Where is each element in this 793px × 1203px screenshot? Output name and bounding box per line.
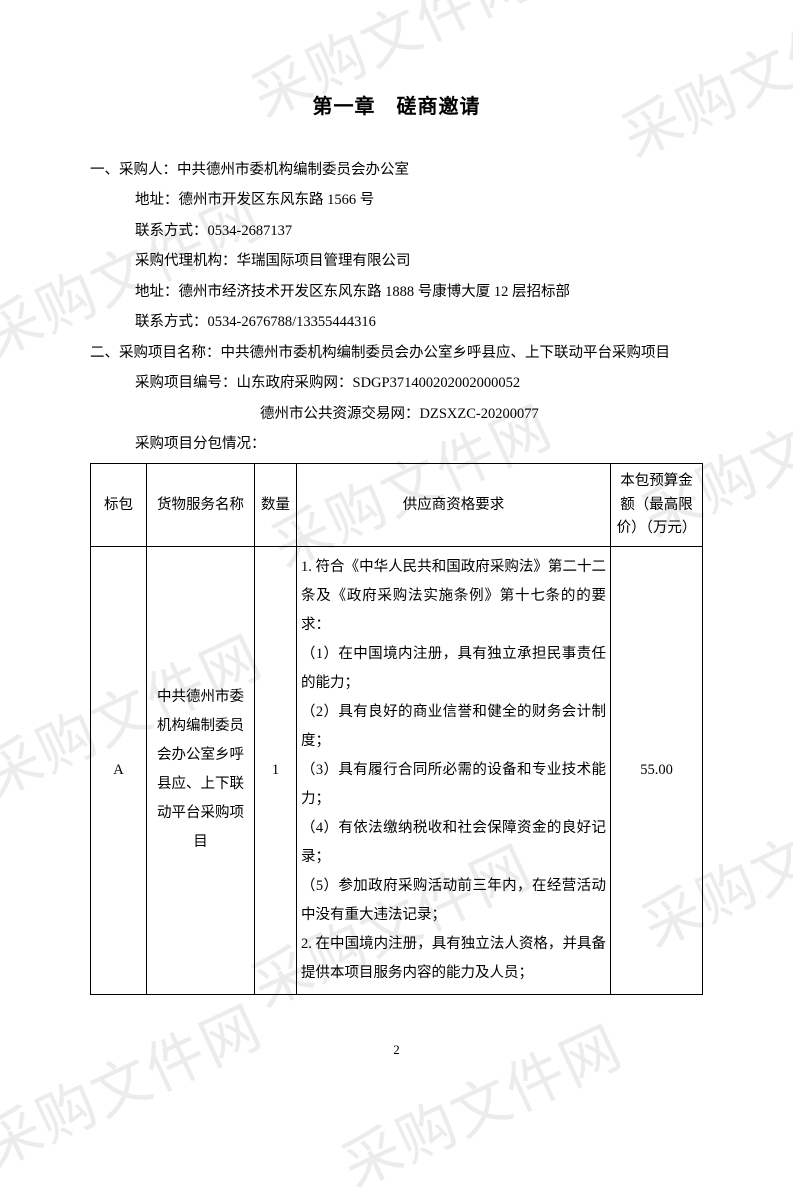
project-name: 中共德州市委机构编制委员会办公室乡呼县应、上下联动平台采购项目 bbox=[221, 345, 671, 361]
th-name: 货物服务名称 bbox=[147, 464, 255, 547]
agent-contact: 0534-2676788/13355444316 bbox=[208, 314, 376, 330]
project-code2-net: 德州市公共资源交易网： bbox=[260, 406, 420, 422]
req-line: （1）在中国境内注册，具有独立承担民事责任的能力； bbox=[301, 640, 606, 698]
agent-addr-line: 地址：德州市经济技术开发区东风东路 1888 号康博大厦 12 层招标部 bbox=[90, 277, 703, 307]
td-qty: 1 bbox=[255, 546, 297, 994]
td-budget: 55.00 bbox=[611, 546, 703, 994]
page-number: 2 bbox=[0, 1042, 793, 1058]
th-biao: 标包 bbox=[91, 464, 147, 547]
agent-contact-label: 联系方式： bbox=[135, 314, 208, 330]
buyer-contact: 0534-2687137 bbox=[208, 223, 293, 239]
project-code2-line: 德州市公共资源交易网：DZSXZC-20200077 bbox=[90, 399, 703, 429]
project-code-value: SDGP371400202002000052 bbox=[353, 375, 521, 391]
th-budget: 本包预算金额（最高限价）（万元） bbox=[611, 464, 703, 547]
buyer-addr: 德州市开发区东风东路 1566 号 bbox=[179, 192, 375, 208]
th-req: 供应商资格要求 bbox=[297, 464, 611, 547]
agent-label: 采购代理机构： bbox=[135, 253, 237, 269]
packages-table: 标包 货物服务名称 数量 供应商资格要求 本包预算金额（最高限价）（万元） A … bbox=[90, 463, 703, 995]
agent-addr-label: 地址： bbox=[135, 284, 179, 300]
agent-name: 华瑞国际项目管理有限公司 bbox=[237, 253, 411, 269]
req-line: 2. 在中国境内注册，具有独立法人资格，并具备提供本项目服务内容的能力及人员； bbox=[301, 930, 606, 988]
agent-contact-line: 联系方式：0534-2676788/13355444316 bbox=[90, 307, 703, 337]
td-biao: A bbox=[91, 546, 147, 994]
buyer-addr-line: 地址：德州市开发区东风东路 1566 号 bbox=[90, 185, 703, 215]
req-line: （5）参加政府采购活动前三年内，在经营活动中没有重大违法记录； bbox=[301, 872, 606, 930]
th-qty: 数量 bbox=[255, 464, 297, 547]
project-code-line: 采购项目编号：山东政府采购网：SDGP371400202002000052 bbox=[90, 368, 703, 398]
packages-label: 采购项目分包情况： bbox=[90, 429, 703, 459]
agent-addr: 德州市经济技术开发区东风东路 1888 号康博大厦 12 层招标部 bbox=[179, 284, 571, 300]
req-line: （3）具有履行合同所必需的设备和专业技术能力； bbox=[301, 756, 606, 814]
buyer-contact-line: 联系方式：0534-2687137 bbox=[90, 216, 703, 246]
addr-label: 地址： bbox=[135, 192, 179, 208]
td-req: 1. 符合《中华人民共和国政府采购法》第二十二条及《政府采购法实施条例》第十七条… bbox=[297, 546, 611, 994]
agent-line: 采购代理机构：华瑞国际项目管理有限公司 bbox=[90, 246, 703, 276]
buyer-name: 中共德州市委机构编制委员会办公室 bbox=[177, 162, 409, 178]
chapter-title: 第一章 磋商邀请 bbox=[90, 90, 703, 119]
req-line: （4）有依法缴纳税收和社会保障资金的良好记录； bbox=[301, 814, 606, 872]
contact-label: 联系方式： bbox=[135, 223, 208, 239]
td-name: 中共德州市委机构编制委员会办公室乡呼县应、上下联动平台采购项目 bbox=[147, 546, 255, 994]
project-code-label: 采购项目编号： bbox=[135, 375, 237, 391]
project-code2-value: DZSXZC-20200077 bbox=[420, 406, 539, 422]
section2-label: 二、采购项目名称： bbox=[90, 345, 221, 361]
project-name-line: 二、采购项目名称：中共德州市委机构编制委员会办公室乡呼县应、上下联动平台采购项目 bbox=[90, 338, 703, 368]
buyer-line: 一、采购人：中共德州市委机构编制委员会办公室 bbox=[90, 155, 703, 185]
table-header-row: 标包 货物服务名称 数量 供应商资格要求 本包预算金额（最高限价）（万元） bbox=[91, 464, 703, 547]
project-code-net: 山东政府采购网： bbox=[237, 375, 353, 391]
req-line: （2）具有良好的商业信誉和健全的财务会计制度； bbox=[301, 698, 606, 756]
section1-label: 一、采购人： bbox=[90, 162, 177, 178]
table-row: A 中共德州市委机构编制委员会办公室乡呼县应、上下联动平台采购项目 1 1. 符… bbox=[91, 546, 703, 994]
req-line: 1. 符合《中华人民共和国政府采购法》第二十二条及《政府采购法实施条例》第十七条… bbox=[301, 553, 606, 640]
